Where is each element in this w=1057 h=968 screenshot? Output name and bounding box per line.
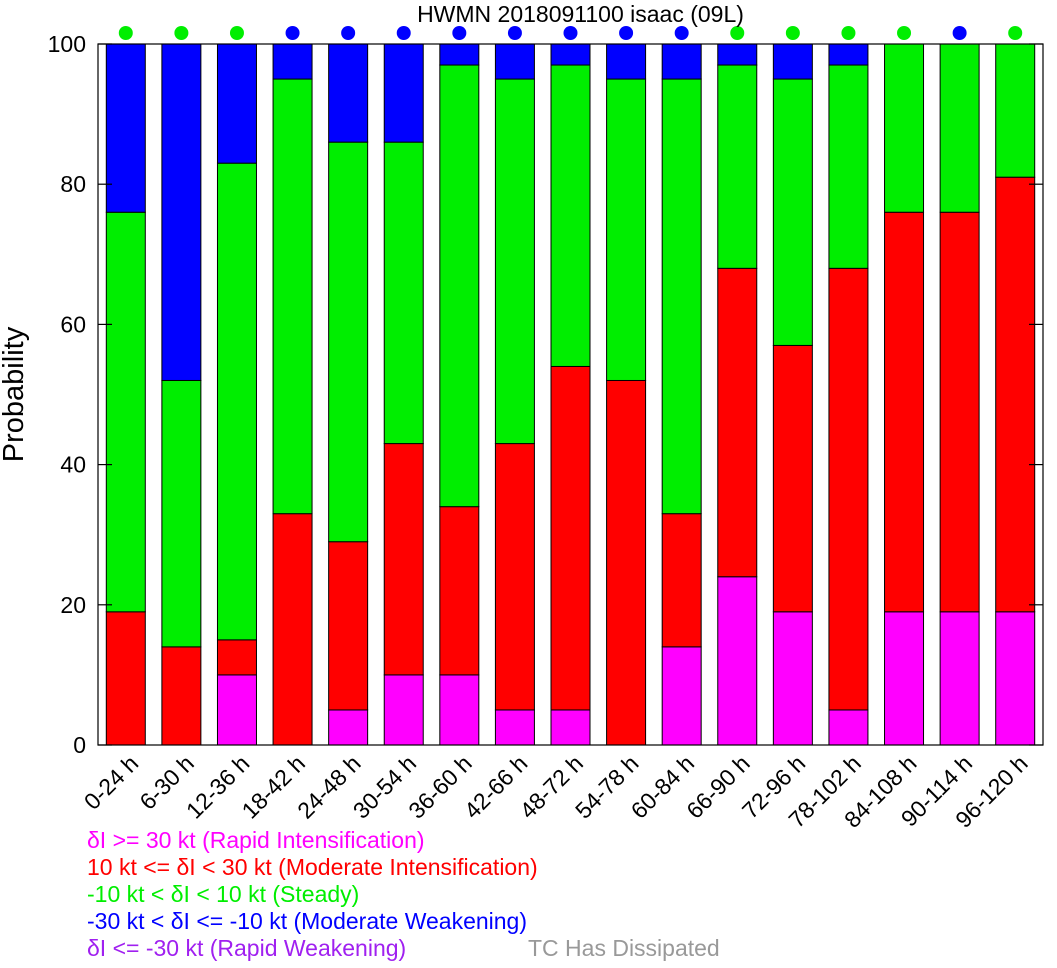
y-tick-label: 20 bbox=[60, 592, 86, 618]
legend-rapid-intensification: δI >= 30 kt (Rapid Intensification) bbox=[87, 827, 425, 853]
top-marker-dot bbox=[730, 26, 745, 40]
bar-segment-st bbox=[828, 64, 869, 269]
bar-segment-mi bbox=[439, 506, 480, 676]
bar-segment-mi bbox=[661, 513, 702, 648]
bar-segment-mw bbox=[105, 43, 146, 213]
top-marker-dot bbox=[1008, 26, 1023, 40]
bar-segment-st bbox=[216, 162, 257, 641]
bar-segment-ri bbox=[884, 611, 925, 746]
top-marker-dot bbox=[452, 26, 467, 40]
top-marker-dot bbox=[785, 26, 800, 40]
top-marker-dot bbox=[118, 26, 133, 40]
bar-segment-mw bbox=[439, 43, 480, 66]
y-tick-label: 80 bbox=[60, 171, 86, 197]
top-marker-dot bbox=[674, 26, 689, 40]
x-tick-label: 0-24 h bbox=[79, 750, 144, 815]
bar-segment-st bbox=[717, 64, 758, 269]
bar-segment-st bbox=[550, 64, 591, 367]
bar-segment-mi bbox=[550, 365, 591, 711]
bar-segment-st bbox=[884, 43, 925, 213]
bar-segment-mi bbox=[939, 211, 980, 613]
bar-segment-st bbox=[439, 64, 480, 508]
bar-segment-mw bbox=[494, 43, 535, 80]
plot-frame bbox=[97, 43, 1044, 746]
bar-segment-mi bbox=[383, 443, 424, 676]
top-marker-dot bbox=[897, 26, 912, 40]
y-tick-label: 100 bbox=[48, 31, 86, 57]
bar-segment-ri bbox=[717, 576, 758, 746]
bar-segment-mi bbox=[494, 443, 535, 711]
legend-moderate-intensification: 10 kt <= δI < 30 kt (Moderate Intensific… bbox=[87, 854, 538, 880]
chart-title: HWMN 2018091100 isaac (09L) bbox=[417, 1, 744, 27]
legend-moderate-weakening: -30 kt < δI <= -10 kt (Moderate Weakenin… bbox=[87, 908, 528, 934]
bar-segment-st bbox=[606, 78, 647, 381]
bar-segment-mi bbox=[272, 513, 313, 746]
top-marker-dot bbox=[619, 26, 634, 40]
top-marker-dot bbox=[563, 26, 578, 40]
y-tick-label: 40 bbox=[60, 452, 86, 478]
legend: δI >= 30 kt (Rapid Intensification) 10 k… bbox=[87, 827, 538, 962]
bar-segment-st bbox=[161, 379, 202, 648]
bar-segment-st bbox=[383, 141, 424, 445]
bar-segment-mw bbox=[328, 43, 369, 143]
bar-segment-mw bbox=[272, 43, 313, 80]
bar-segment-mi bbox=[772, 344, 813, 613]
bar-segment-ri bbox=[328, 709, 369, 746]
y-tick-label: 0 bbox=[73, 732, 86, 758]
legend-steady: -10 kt < δI < 10 kt (Steady) bbox=[87, 881, 360, 907]
top-marker-dot bbox=[841, 26, 856, 40]
bar-segment-st bbox=[272, 78, 313, 515]
top-marker-dot bbox=[174, 26, 189, 40]
bar-segment-ri bbox=[828, 709, 869, 746]
bar-segment-mw bbox=[661, 43, 702, 80]
bar-segment-mw bbox=[606, 43, 647, 80]
bar-segment-mw bbox=[161, 43, 202, 381]
bar-segment-ri bbox=[550, 709, 591, 746]
top-marker-dot bbox=[285, 26, 300, 40]
bar-segment-mi bbox=[161, 646, 202, 746]
bar-segment-ri bbox=[661, 646, 702, 746]
bar-segment-mw bbox=[828, 43, 869, 66]
bar-segment-mi bbox=[606, 379, 647, 746]
bar-segment-mw bbox=[717, 43, 758, 66]
bar-segment-mw bbox=[383, 43, 424, 143]
bar-segment-st bbox=[939, 43, 980, 213]
bar-segment-mi bbox=[828, 267, 869, 711]
y-tick-label: 60 bbox=[60, 311, 86, 337]
bar-segment-mi bbox=[328, 541, 369, 711]
legend-rapid-weakening: δI <= -30 kt (Rapid Weakening) bbox=[87, 935, 407, 961]
bar-segment-ri bbox=[439, 674, 480, 746]
bar-segment-ri bbox=[772, 611, 813, 746]
bar-segment-mi bbox=[105, 611, 146, 746]
bar-segment-mi bbox=[884, 211, 925, 613]
bar-segment-ri bbox=[383, 674, 424, 746]
dissipated-note: TC Has Dissipated bbox=[528, 935, 720, 961]
bar-segment-ri bbox=[995, 611, 1036, 746]
probability-bar-chart: 0-24 h6-30 h12-36 h18-42 h24-48 h30-54 h… bbox=[0, 1, 1044, 830]
top-marker-dot bbox=[341, 26, 356, 40]
bar-segment-st bbox=[772, 78, 813, 346]
bar-segment-st bbox=[494, 78, 535, 445]
bar-segment-st bbox=[105, 211, 146, 613]
bar-segment-mw bbox=[772, 43, 813, 80]
bar-segment-ri bbox=[494, 709, 535, 746]
bar-segment-mw bbox=[216, 43, 257, 164]
top-marker-dot bbox=[396, 26, 411, 40]
bar-segment-ri bbox=[216, 674, 257, 746]
top-marker-dot bbox=[507, 26, 522, 40]
bar-segment-st bbox=[995, 43, 1036, 178]
bar-segment-st bbox=[328, 141, 369, 543]
bar-segment-mi bbox=[216, 639, 257, 676]
bar-segment-mi bbox=[995, 176, 1036, 613]
bar-segment-st bbox=[661, 78, 702, 515]
bar-segment-ri bbox=[939, 611, 980, 746]
top-marker-dot bbox=[952, 26, 967, 40]
y-axis-label: Probability bbox=[0, 326, 30, 462]
bar-segment-mw bbox=[550, 43, 591, 66]
bar-segment-mi bbox=[717, 267, 758, 578]
top-marker-dot bbox=[229, 26, 244, 40]
